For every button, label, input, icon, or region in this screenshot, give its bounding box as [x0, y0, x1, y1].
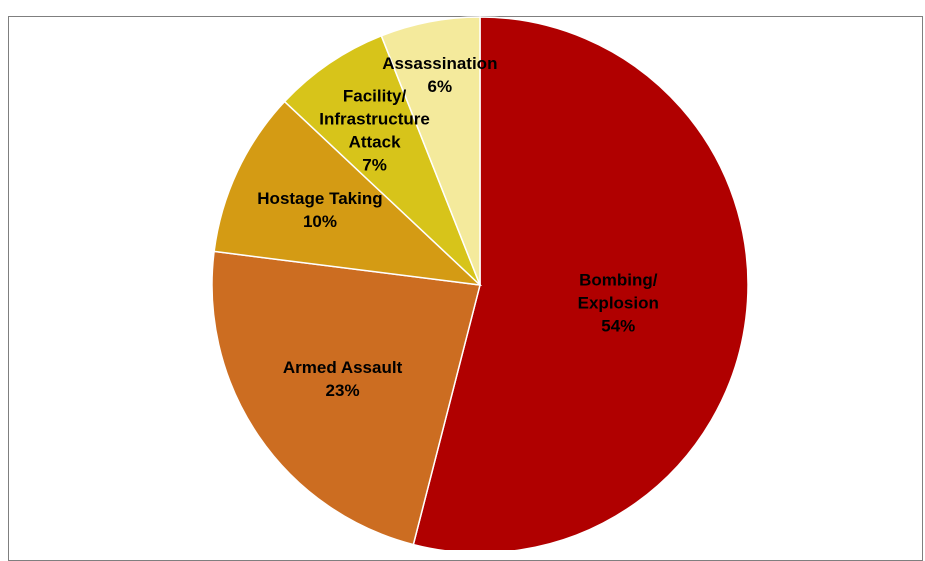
- slice-category-label: Explosion: [578, 293, 659, 312]
- slice-category-label: Infrastructure: [319, 109, 430, 128]
- slice-value-label: 54%: [601, 316, 635, 335]
- slice-category-label: Assassination: [382, 54, 497, 73]
- slice-label-4: Assassination 6%: [382, 54, 497, 96]
- slice-category-label: Facility/: [343, 86, 407, 105]
- pie-labels: Bombing/Explosion 54% Armed Assault 23% Host…: [257, 54, 659, 400]
- pie-slices: [211, 16, 749, 550]
- slice-value-label: 6%: [428, 77, 453, 96]
- slice-category-label: Hostage Taking: [257, 189, 382, 208]
- slice-label-1: Armed Assault 23%: [283, 358, 403, 400]
- slice-label-2: Hostage Taking 10%: [257, 189, 382, 231]
- slice-value-label: 10%: [303, 212, 337, 231]
- pie-slice-3: [283, 34, 481, 286]
- pie-slice-2: [213, 100, 483, 287]
- slice-value-label: 23%: [326, 381, 360, 400]
- slice-category-label: Attack: [349, 132, 402, 151]
- slice-category-label: Bombing/: [579, 270, 658, 289]
- slice-label-3: Facility/Infrastructure Attack 7%: [319, 86, 430, 174]
- pie-slice-4: [380, 16, 481, 286]
- pie-slice-1: [211, 250, 481, 546]
- slice-label-0: Bombing/Explosion 54%: [578, 270, 659, 335]
- slice-value-label: 7%: [362, 155, 387, 174]
- slice-category-label: Armed Assault: [283, 358, 403, 377]
- pie-slice-0: [412, 16, 749, 550]
